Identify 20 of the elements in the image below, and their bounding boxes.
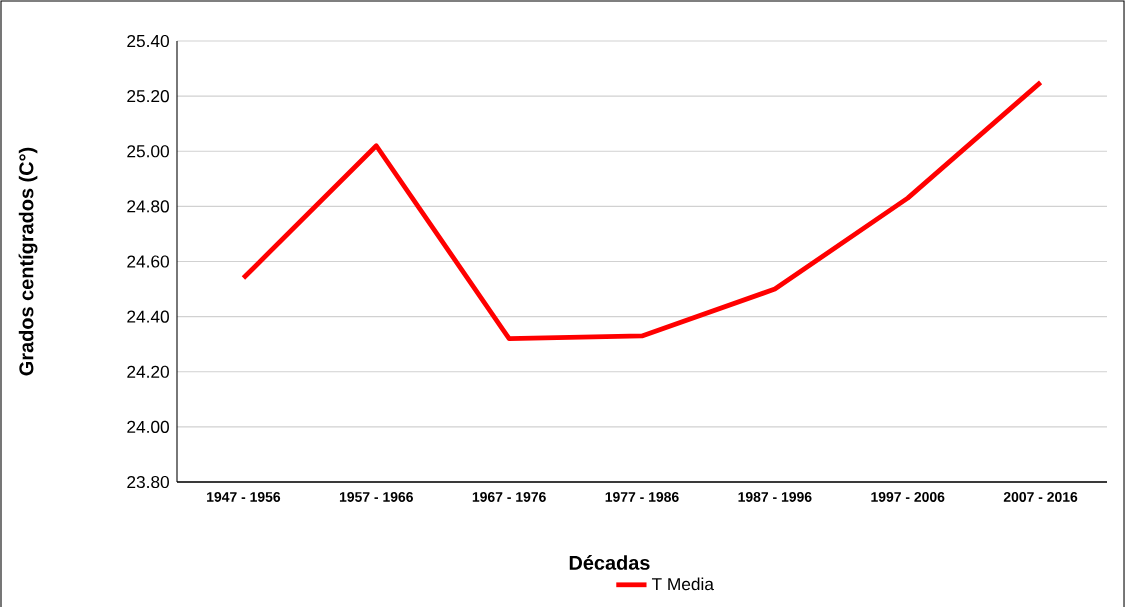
x-tick-label: 2007 - 2016 [1003, 492, 1078, 502]
y-tick-label: 24.40 [127, 310, 169, 323]
y-tick-label: 24.00 [127, 420, 169, 433]
y-tick-label: 24.20 [127, 365, 169, 378]
y-tick-label: 25.20 [127, 90, 169, 103]
legend-label: T Media [651, 577, 714, 591]
x-axis-title: Décadas [569, 555, 650, 570]
y-tick-label: 25.00 [127, 145, 169, 158]
x-tick-label: 1987 - 1996 [738, 492, 812, 502]
y-tick-label: 23.80 [127, 475, 169, 489]
line-series [241, 79, 1043, 342]
x-tick-label: 1957 - 1966 [339, 492, 413, 502]
y-axis-title: Grados centígrados (C°) [18, 147, 38, 376]
y-tick-label: 24.80 [127, 200, 169, 213]
x-tick-label: 1977 - 1986 [605, 492, 679, 502]
x-tick-label: 1947 - 1956 [207, 492, 281, 502]
y-tick-label: 25.40 [127, 34, 169, 48]
y-tick-label: 24.60 [127, 255, 169, 268]
x-tick-label: 1967 - 1976 [472, 492, 546, 502]
x-tick-label: 1997 - 2006 [871, 492, 945, 502]
